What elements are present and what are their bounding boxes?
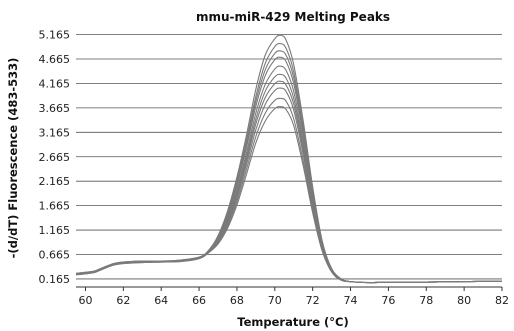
y-tick-label: 5.165: [39, 29, 71, 42]
grid-lines: [76, 34, 502, 280]
x-tick-label: 80: [457, 294, 471, 307]
x-tick-label: 74: [344, 294, 358, 307]
y-axis-ticks: 0.165 0.665 1.165 1.665 2.165 2.665 3.165 3.665…: [39, 29, 71, 286]
x-tick-label: 72: [306, 294, 320, 307]
y-tick-label: 3.165: [39, 126, 71, 139]
series-line-9: [75, 97, 503, 284]
x-tick-label: 68: [230, 294, 244, 307]
y-tick-label: 0.165: [39, 273, 71, 286]
y-tick-label: 4.665: [39, 53, 71, 66]
series-line-1: [75, 34, 503, 284]
y-tick-label: 2.665: [39, 151, 71, 164]
y-tick-label: 2.165: [39, 175, 71, 188]
x-tick-label: 60: [78, 294, 92, 307]
x-tick-label: 76: [381, 294, 395, 307]
series-line-10: [75, 106, 503, 284]
series-line-5: [75, 65, 503, 284]
x-tick-label: 62: [116, 294, 130, 307]
y-tick-label: 1.665: [39, 200, 71, 213]
series-line-7: [75, 80, 503, 284]
series-line-8: [75, 87, 503, 284]
x-tick-label: 78: [419, 294, 433, 307]
x-tick-label: 82: [495, 294, 509, 307]
y-axis-title: -(d/dT) Fluorescence (483-533): [6, 58, 20, 259]
x-axis-ticks: 60 62 64 66 68 70 72 74 76 78 80 82: [78, 287, 509, 307]
x-tick-label: 70: [268, 294, 282, 307]
x-tick-label: 64: [154, 294, 168, 307]
x-tick-label: 66: [192, 294, 206, 307]
chart-title: mmu-miR-429 Melting Peaks: [196, 10, 390, 24]
series-line-2: [75, 42, 503, 284]
y-tick-label: 0.665: [39, 249, 71, 262]
x-axis-title: Temperature (°C): [237, 315, 348, 329]
y-tick-label: 4.165: [39, 77, 71, 90]
series-lines: [75, 34, 503, 284]
y-tick-label: 1.165: [39, 224, 71, 237]
y-tick-label: 3.665: [39, 102, 71, 115]
